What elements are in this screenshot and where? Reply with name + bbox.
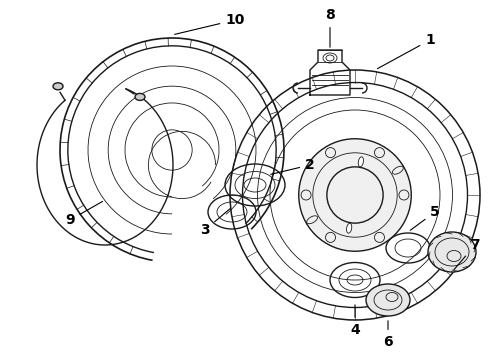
Ellipse shape — [358, 157, 364, 167]
Text: 1: 1 — [377, 33, 435, 69]
Text: 5: 5 — [410, 205, 440, 230]
Text: 7: 7 — [454, 238, 480, 270]
Ellipse shape — [428, 232, 476, 272]
Text: 6: 6 — [383, 321, 393, 349]
Ellipse shape — [53, 83, 63, 90]
Text: 2: 2 — [270, 158, 315, 174]
Ellipse shape — [346, 223, 352, 233]
Circle shape — [299, 139, 411, 251]
Text: 3: 3 — [200, 209, 230, 237]
Text: 10: 10 — [175, 13, 245, 34]
Text: 4: 4 — [350, 305, 360, 337]
Ellipse shape — [135, 93, 145, 100]
Text: 8: 8 — [325, 8, 335, 47]
Ellipse shape — [366, 284, 410, 316]
Text: 9: 9 — [65, 201, 102, 227]
